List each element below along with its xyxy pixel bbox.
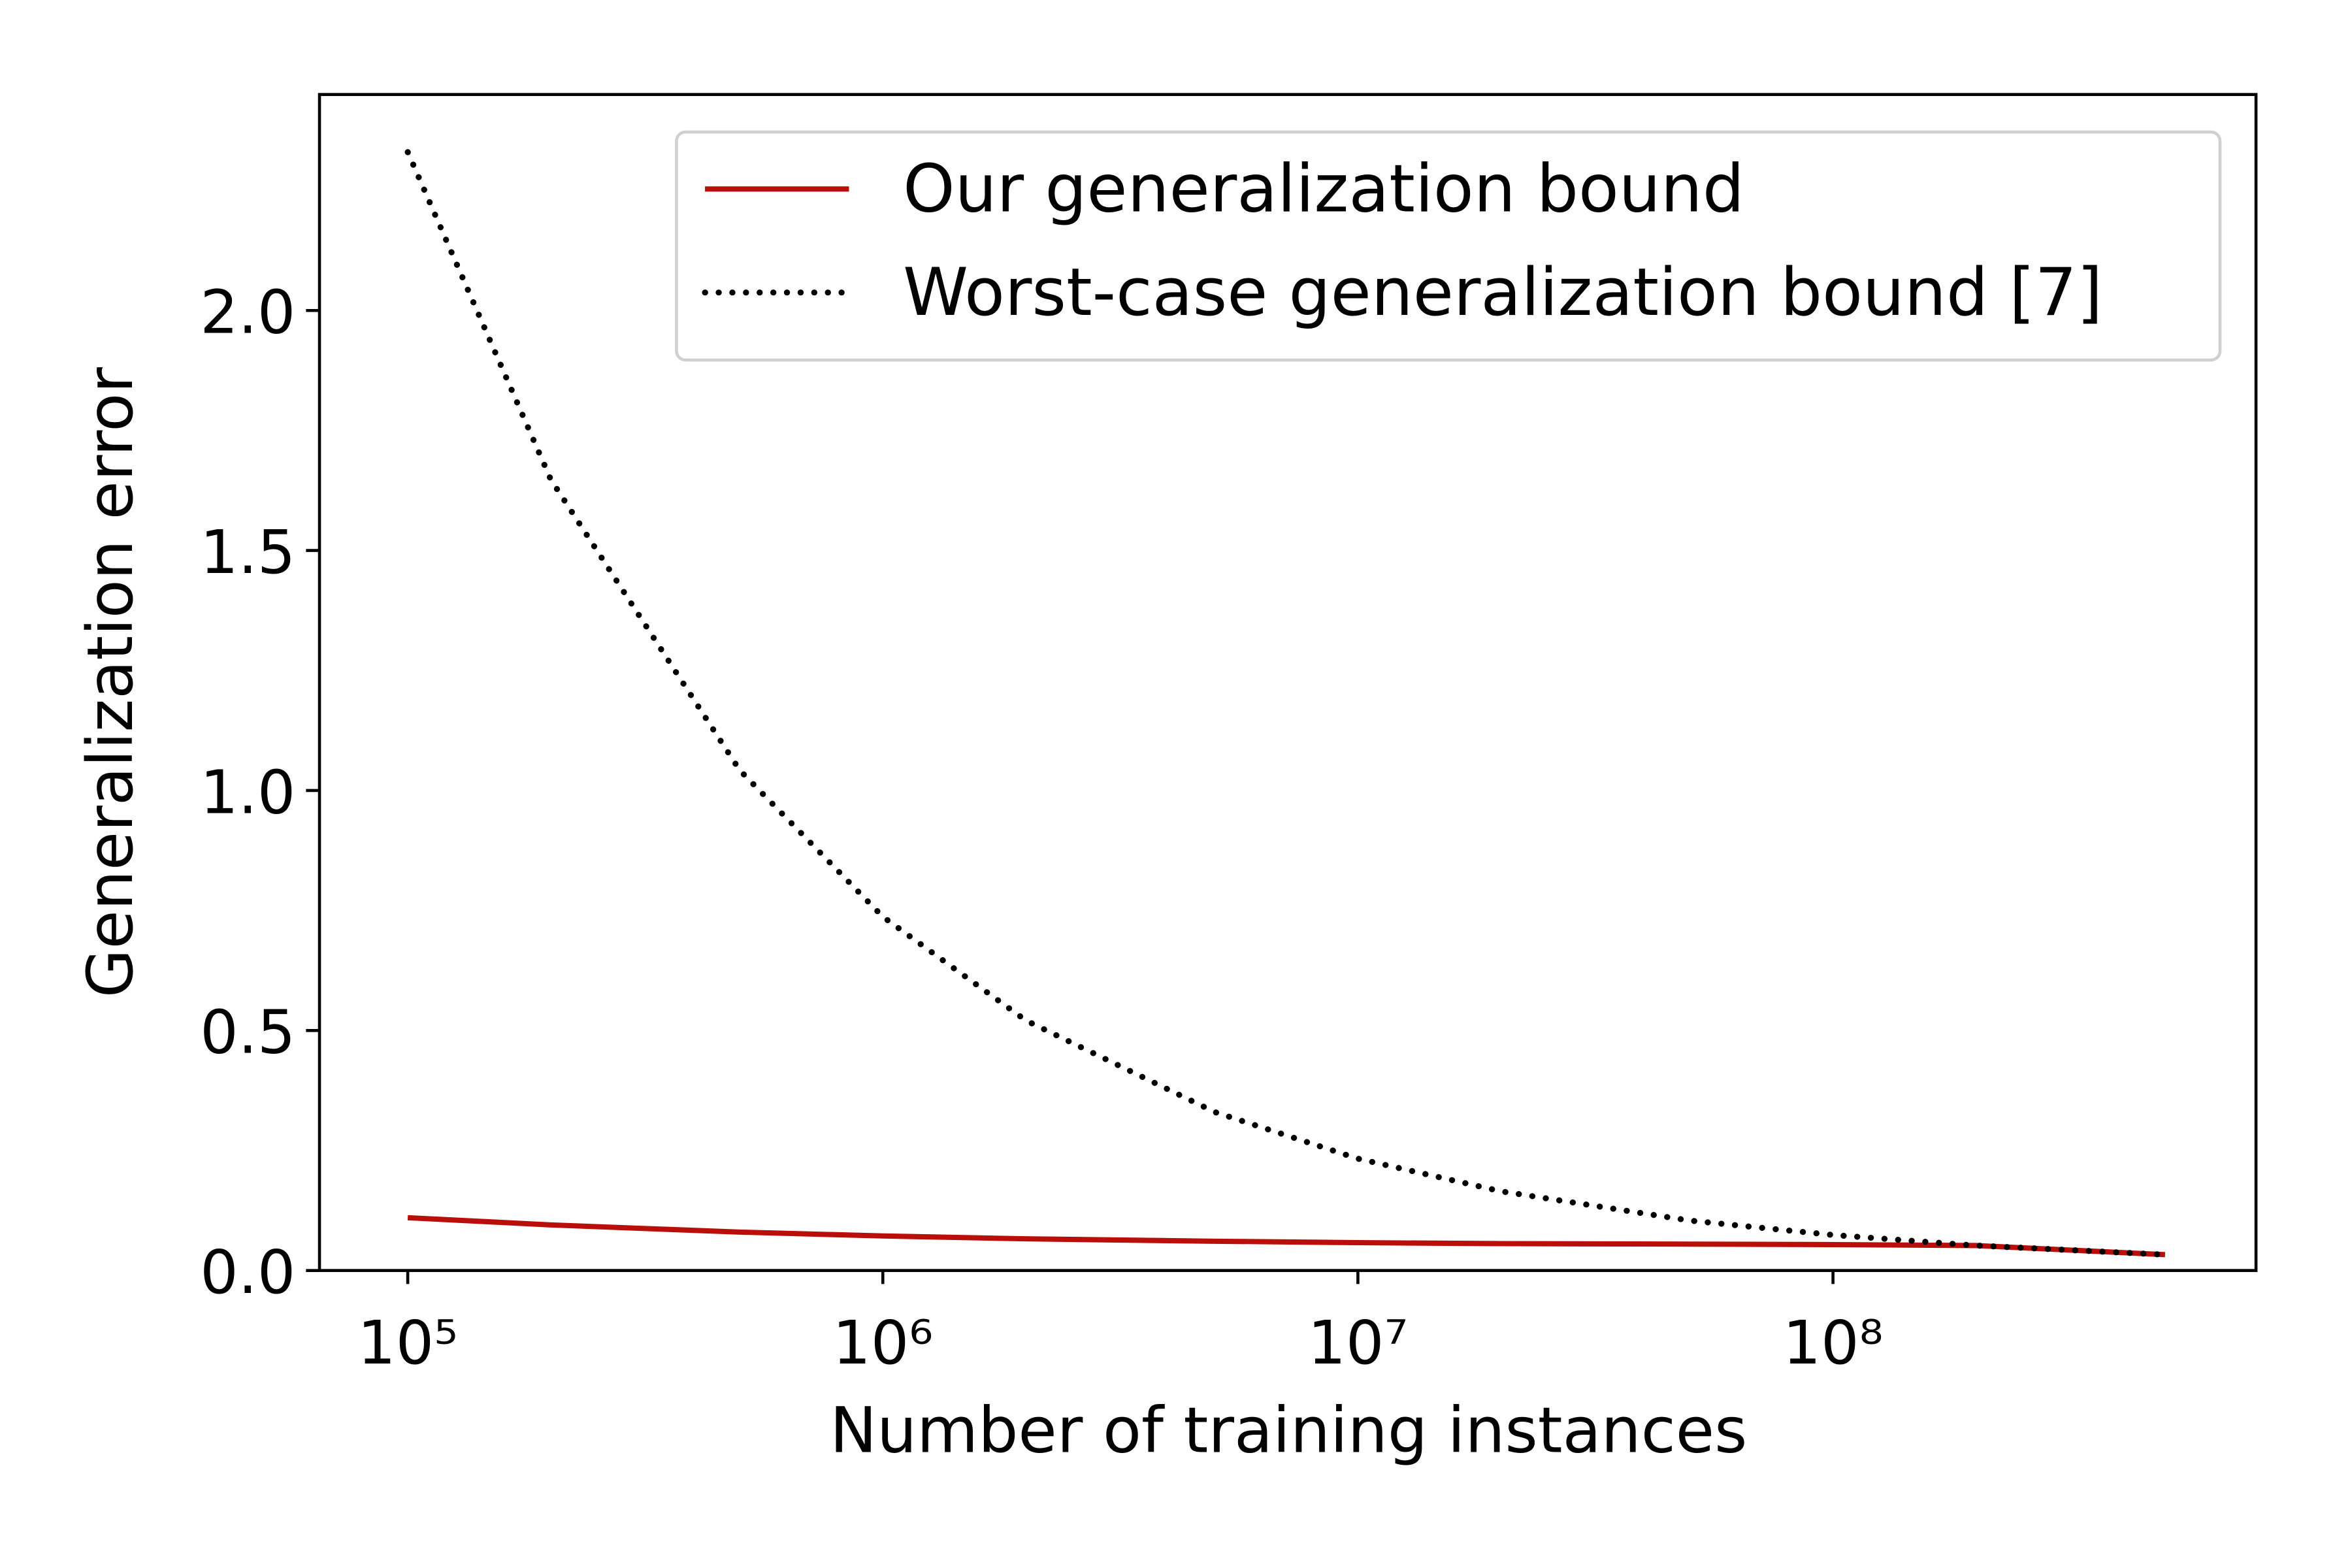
series-line bbox=[407, 1215, 2166, 1258]
plot-frame bbox=[318, 93, 2258, 1272]
y-tick-label: 0.0 bbox=[200, 1237, 295, 1307]
legend: Our generalization bound Worst-case gener… bbox=[675, 130, 2222, 362]
y-tick-label: 1.0 bbox=[200, 757, 295, 827]
x-tick-label: 10⁵ bbox=[357, 1308, 458, 1378]
x-axis-label: Number of training instances bbox=[830, 1394, 1747, 1467]
x-tick-label: 10⁷ bbox=[1308, 1308, 1409, 1378]
x-tick-label: 10⁶ bbox=[832, 1308, 933, 1378]
x-tick-label: 10⁸ bbox=[1783, 1308, 1884, 1378]
y-tick-label: 1.5 bbox=[200, 517, 295, 587]
y-tick-label: 2.0 bbox=[200, 278, 295, 348]
legend-label: Our generalization bound bbox=[903, 150, 1744, 227]
series-line bbox=[404, 149, 2168, 1258]
y-axis-label: Generalization error bbox=[74, 367, 147, 998]
legend-box bbox=[675, 130, 2222, 362]
legend-label: Worst-case generalization bound [7] bbox=[903, 253, 2102, 331]
y-tick-label: 0.5 bbox=[200, 998, 295, 1068]
